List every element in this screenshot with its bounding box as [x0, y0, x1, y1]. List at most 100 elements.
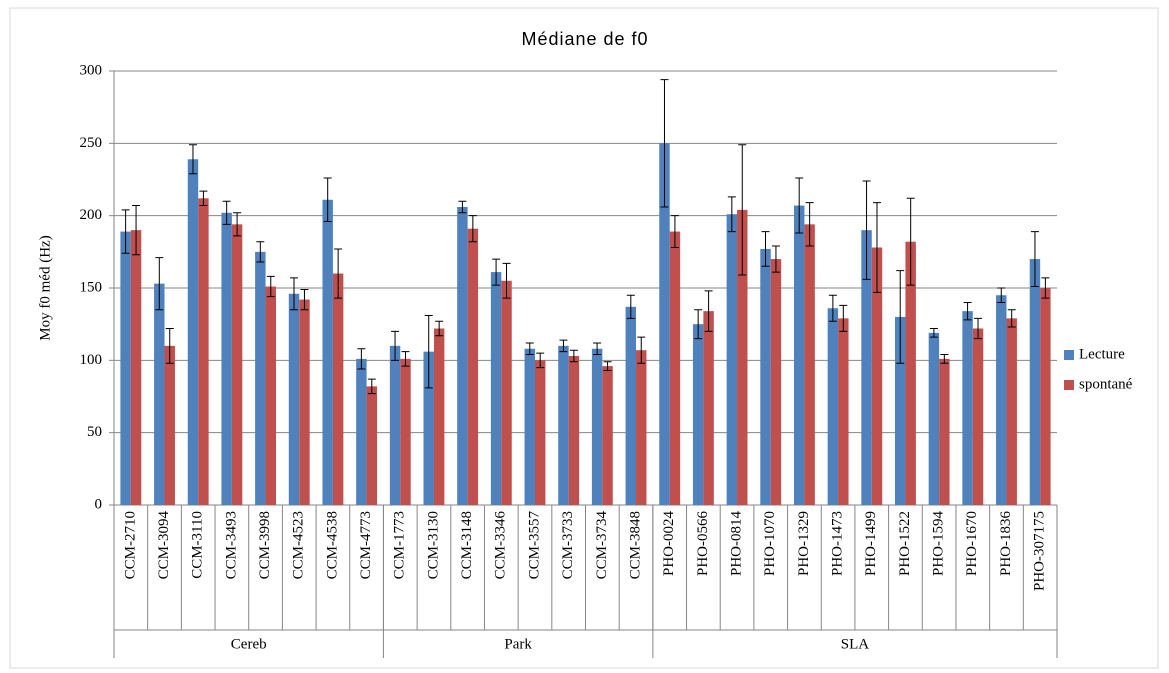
bar — [871, 247, 883, 505]
error-bar — [458, 200, 467, 214]
x-tick-label: PHO-1522 — [897, 511, 913, 576]
bar — [861, 230, 872, 505]
x-tick-label: CCM-4773 — [358, 511, 374, 579]
bar — [288, 293, 300, 505]
error-bar — [862, 180, 871, 280]
x-tick-label: CCM-1773 — [392, 511, 408, 579]
error-bar — [839, 304, 848, 332]
x-tick-label: CCM-3130 — [425, 511, 441, 579]
bar — [221, 212, 232, 506]
error-bar — [121, 209, 130, 254]
error-bar — [1041, 277, 1050, 299]
error-bar — [940, 354, 949, 364]
error-bar — [660, 79, 669, 208]
error-bar — [795, 177, 804, 234]
error-bar — [401, 351, 410, 367]
y-tick-label: 100 — [80, 352, 103, 368]
error-bar — [694, 309, 703, 340]
x-tick-label: CCM-4523 — [291, 511, 307, 579]
error-bar — [559, 339, 568, 353]
error-bar — [704, 290, 713, 332]
error-bar — [492, 258, 501, 286]
bar — [793, 205, 805, 506]
y-tick-label: 300 — [80, 62, 103, 78]
bar — [838, 318, 849, 505]
error-bar — [188, 144, 197, 175]
bar — [433, 328, 445, 505]
bar — [760, 248, 771, 505]
bar — [389, 345, 401, 505]
error-bar — [963, 301, 972, 321]
error-bar — [828, 294, 837, 322]
error-bar — [132, 205, 141, 256]
bar — [187, 159, 199, 505]
x-tick-label: CCM-3110 — [190, 511, 206, 579]
bar — [231, 224, 243, 505]
chart-title: Médiane de f0 — [521, 29, 648, 49]
error-bar — [256, 241, 265, 263]
y-tick-label: 50 — [87, 424, 102, 440]
error-bar — [199, 190, 208, 207]
error-bar — [222, 200, 231, 225]
x-tick-label: PHO-307175 — [1032, 511, 1048, 591]
error-bar — [670, 215, 679, 248]
error-bar — [502, 262, 511, 299]
error-bar — [525, 342, 534, 356]
bar — [568, 355, 580, 505]
error-bar — [805, 202, 814, 247]
bar — [928, 332, 940, 505]
x-tick-label: CCM-4538 — [324, 511, 340, 579]
error-bar — [872, 202, 881, 293]
bar — [457, 206, 468, 505]
bar — [366, 386, 378, 505]
error-bar — [435, 320, 444, 337]
x-tick-label: CCM-2710 — [122, 511, 138, 579]
group-label: Cereb — [231, 636, 267, 652]
bar — [164, 345, 175, 505]
bar — [737, 209, 748, 505]
bar — [602, 366, 613, 505]
bar — [972, 328, 984, 505]
error-bar — [266, 275, 275, 298]
x-tick-label: CCM-3094 — [156, 511, 172, 580]
bar — [726, 214, 738, 505]
error-bar — [997, 287, 1006, 303]
error-bar — [323, 177, 332, 222]
error-bar — [468, 215, 477, 243]
error-bar — [727, 196, 736, 233]
error-bar — [391, 330, 400, 361]
x-tick-label: PHO-1670 — [964, 511, 980, 576]
error-bar — [1030, 231, 1039, 288]
bar — [467, 228, 479, 506]
error-bar — [738, 144, 747, 276]
bar — [490, 272, 502, 505]
bar — [534, 360, 546, 505]
x-tick-label: PHO-1473 — [830, 511, 846, 576]
y-tick-label: 250 — [80, 135, 103, 151]
x-tick-label: CCM-3346 — [493, 511, 509, 580]
bar — [692, 324, 704, 505]
y-axis-label: Moy f0 méd (Hz) — [37, 235, 53, 340]
x-tick-label: PHO-0814 — [728, 511, 744, 577]
x-tick-label: PHO-1070 — [762, 511, 778, 576]
bar — [905, 241, 916, 505]
bar — [332, 273, 344, 505]
bar — [154, 283, 165, 505]
bar — [265, 286, 276, 505]
x-tick-label: CCM-3493 — [223, 511, 239, 579]
error-bar — [929, 328, 938, 338]
bar — [962, 311, 973, 505]
x-tick-label: PHO-1594 — [931, 511, 947, 577]
bar — [939, 358, 950, 505]
bar — [322, 199, 333, 505]
legend-swatch — [1064, 350, 1074, 360]
error-bar — [357, 348, 366, 370]
y-tick-label: 200 — [80, 207, 103, 223]
bar — [501, 280, 512, 505]
error-bar — [290, 277, 299, 311]
x-tick-label: CCM-3734 — [594, 511, 610, 580]
bar — [659, 143, 670, 506]
bar — [400, 358, 411, 505]
